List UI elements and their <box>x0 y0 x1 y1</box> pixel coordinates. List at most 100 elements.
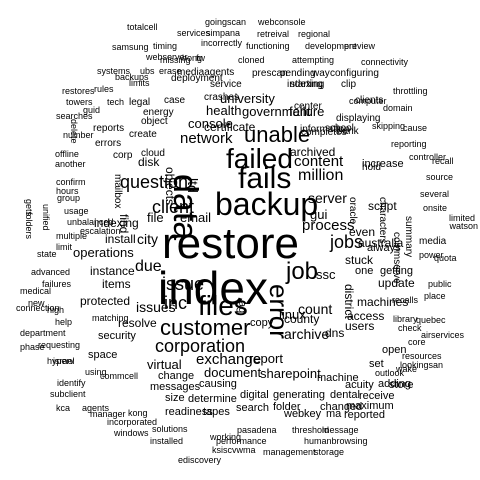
cloud-word: services <box>177 28 211 38</box>
cloud-word: county <box>284 312 320 326</box>
cloud-word: message <box>322 425 359 435</box>
cloud-word: identify <box>57 378 86 388</box>
cloud-word: connection <box>16 303 60 313</box>
cloud-word: protected <box>80 294 131 308</box>
cloud-word: domain <box>383 103 413 113</box>
cloud-word: getting <box>380 265 414 277</box>
cloud-word: folders <box>24 212 34 240</box>
cloud-word: deployment <box>171 73 223 84</box>
cloud-word: confirm <box>56 177 86 187</box>
cloud-word: copy <box>250 317 274 329</box>
cloud-word: incorporated <box>107 417 158 427</box>
cloud-word: erase <box>159 66 182 76</box>
cloud-word: linux <box>279 307 306 322</box>
cloud-word: ma <box>326 408 342 420</box>
cloud-word: open <box>382 344 407 356</box>
cloud-word: unified <box>41 204 51 231</box>
cloud-word: limit <box>56 242 72 252</box>
cloud-word: search <box>236 402 270 414</box>
cloud-word: subclient <box>50 389 86 399</box>
cloud-word: windows <box>114 428 149 438</box>
cloud-word: media <box>419 236 447 247</box>
cloud-word: connectivity <box>361 57 409 67</box>
cloud-word: install <box>105 232 136 246</box>
cloud-word: performance <box>216 436 267 446</box>
cloud-word: customer <box>160 315 251 340</box>
cloud-word: systems <box>97 66 131 76</box>
cloud-word: high <box>47 305 65 315</box>
cloud-word: ag <box>236 301 248 314</box>
cloud-word: set <box>369 358 384 370</box>
cloud-word: store <box>389 379 414 391</box>
cloud-word: phase <box>20 342 45 352</box>
cloud-word: inc <box>164 293 188 313</box>
cloud-word: disk <box>138 155 160 169</box>
cloud-word: place <box>424 291 446 301</box>
cloud-word: dental <box>330 389 360 401</box>
cloud-word: indexing <box>94 216 139 230</box>
cloud-word: center <box>294 101 322 112</box>
cloud-word: tapes <box>203 406 230 418</box>
cloud-word: update <box>378 276 415 290</box>
cloud-word: displaying <box>336 113 381 124</box>
cloud-word: searches <box>56 111 93 121</box>
cloud-word: quebec <box>416 315 446 325</box>
cloud-word: readiness <box>165 406 213 418</box>
cloud-word: israel <box>53 356 75 366</box>
cloud-word: commserve <box>391 232 402 284</box>
cloud-word: solutions <box>152 424 188 434</box>
cloud-word: public <box>428 279 452 289</box>
cloud-word: fails <box>238 162 292 195</box>
cloud-word: reporting <box>391 139 427 149</box>
cloud-word: management <box>263 447 316 457</box>
cloud-word: jobs <box>330 232 364 252</box>
cloud-word: change <box>158 370 195 382</box>
cloud-word: completes <box>301 127 347 138</box>
cloud-word: sharepoint <box>260 366 321 381</box>
cloud-word: restore <box>162 219 299 268</box>
cloud-word: manager <box>90 409 126 419</box>
cloud-word: backup <box>215 186 319 222</box>
cloud-word: recall <box>432 156 454 166</box>
cloud-word: medical <box>20 286 52 296</box>
cloud-word: object <box>141 116 168 127</box>
cloud-word: using <box>85 367 107 377</box>
cloud-word: skipping <box>372 121 406 131</box>
cloud-word: number <box>63 130 94 140</box>
cloud-word: kong <box>128 408 148 418</box>
cloud-word: escalation <box>80 226 121 236</box>
cloud-word: quota <box>434 253 457 263</box>
cloud-word: count <box>298 301 333 317</box>
cloud-word: simpana <box>206 28 241 38</box>
cloud-word: incorrectly <box>201 38 243 48</box>
cloud-word: file <box>147 210 164 225</box>
cloud-word: items <box>102 277 131 291</box>
cloud-word: information <box>300 124 350 135</box>
cloud-word: unbalanced <box>67 217 114 227</box>
cloud-word: size <box>165 392 185 404</box>
cloud-word: agents <box>82 403 110 413</box>
cloud-word: changed <box>320 401 363 413</box>
cloud-word: regional <box>298 29 331 39</box>
cloud-word: crashes <box>204 92 240 103</box>
cloud-word: government <box>242 104 311 119</box>
cloud-word: mailbox <box>112 174 123 209</box>
cloud-word: folder <box>273 401 301 413</box>
cloud-word: resolve <box>118 316 157 330</box>
cloud-word: key <box>304 408 322 420</box>
cloud-word: due <box>135 258 162 275</box>
cloud-word: webserver <box>146 52 188 62</box>
cloud-word: email <box>180 210 212 225</box>
cloud-word: files <box>198 290 248 321</box>
cloud-word: watson <box>449 221 478 231</box>
cloud-word: samsung <box>112 42 149 52</box>
cloud-word: server <box>308 190 347 206</box>
cloud-word: summary <box>403 216 414 258</box>
cloud-word: way <box>312 68 330 79</box>
cloud-word: kca <box>56 403 71 413</box>
cloud-word: hold <box>362 162 381 173</box>
cloud-word: one <box>355 265 374 277</box>
cloud-word: matching <box>92 313 129 323</box>
cloud-word: development <box>305 41 357 51</box>
